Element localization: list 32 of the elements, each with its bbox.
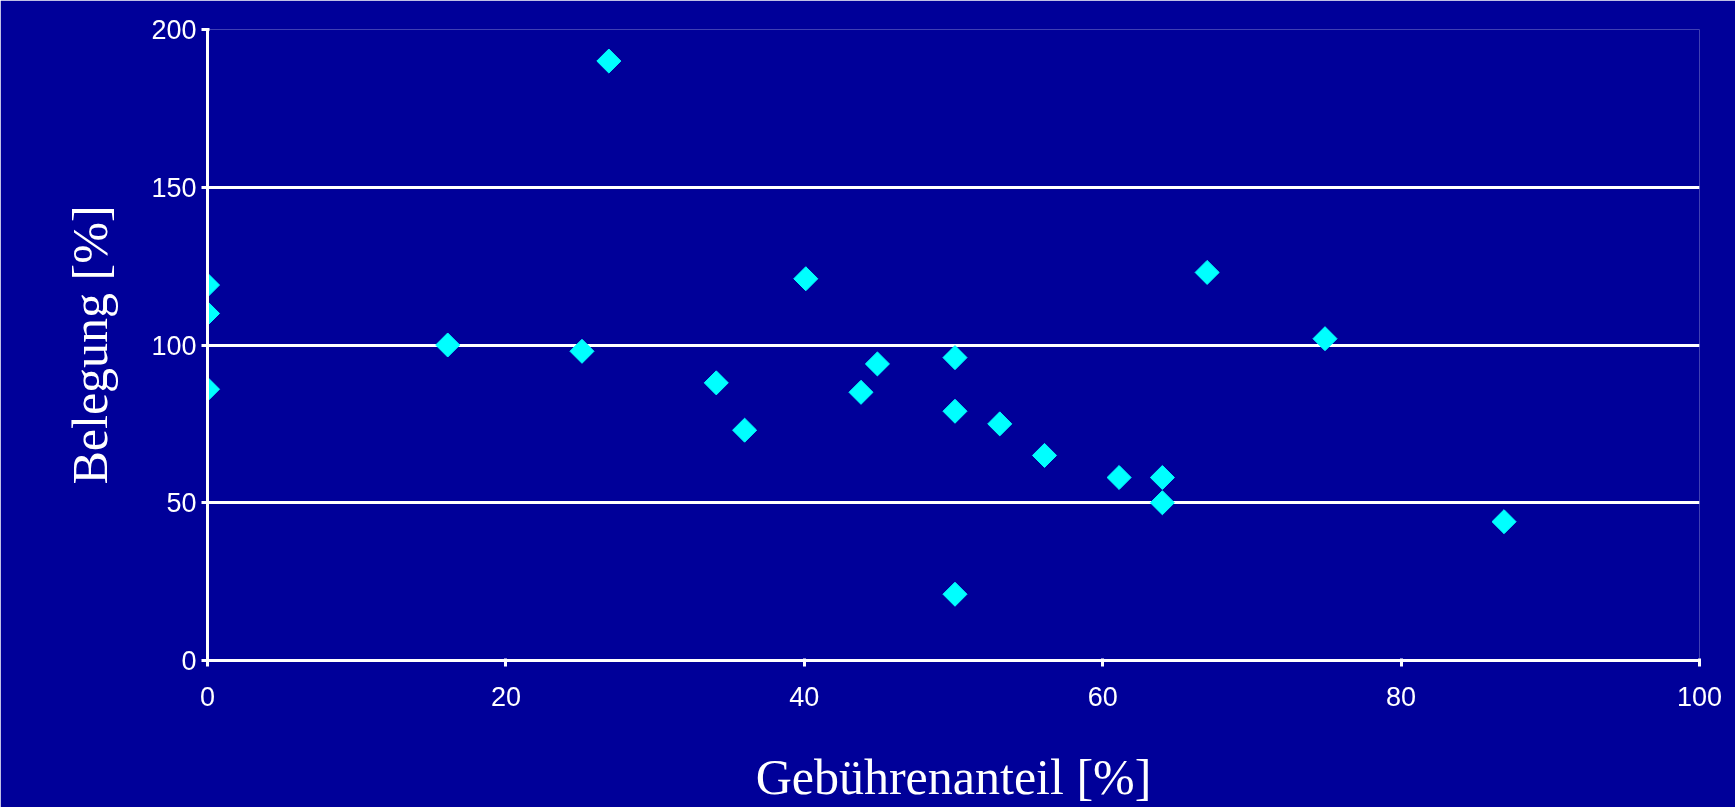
x-tick-label: 20 <box>490 681 521 712</box>
x-tick-label: 100 <box>1676 681 1723 712</box>
x-tick-label: 80 <box>1386 681 1417 712</box>
point <box>435 332 461 358</box>
point <box>848 379 874 405</box>
point <box>569 338 595 364</box>
point <box>596 48 622 74</box>
x-tick-label: 60 <box>1087 681 1118 712</box>
point <box>942 345 968 371</box>
point <box>864 351 890 377</box>
point <box>732 417 758 443</box>
y-tick-label: 100 <box>151 330 197 361</box>
point <box>1031 442 1058 468</box>
x-tick-label: 40 <box>789 681 820 712</box>
point <box>1149 490 1175 516</box>
y-tick-label: 0 <box>181 646 197 676</box>
point <box>793 266 819 292</box>
point <box>1106 464 1132 491</box>
y-tick-label: 200 <box>151 15 197 45</box>
y-tick-label: 50 <box>166 488 197 519</box>
x-axis-title: Gebührenanteil [%] <box>755 748 1152 805</box>
y-axis-title: Belegung [%] <box>62 205 119 485</box>
y-tick-label: 150 <box>151 172 197 203</box>
point <box>1149 464 1175 491</box>
point <box>942 581 968 607</box>
point <box>1312 326 1338 352</box>
point <box>703 370 729 396</box>
x-tick-label: 0 <box>199 681 216 712</box>
point <box>942 398 968 424</box>
point <box>1491 509 1517 535</box>
point <box>987 411 1013 437</box>
point <box>1194 259 1220 285</box>
